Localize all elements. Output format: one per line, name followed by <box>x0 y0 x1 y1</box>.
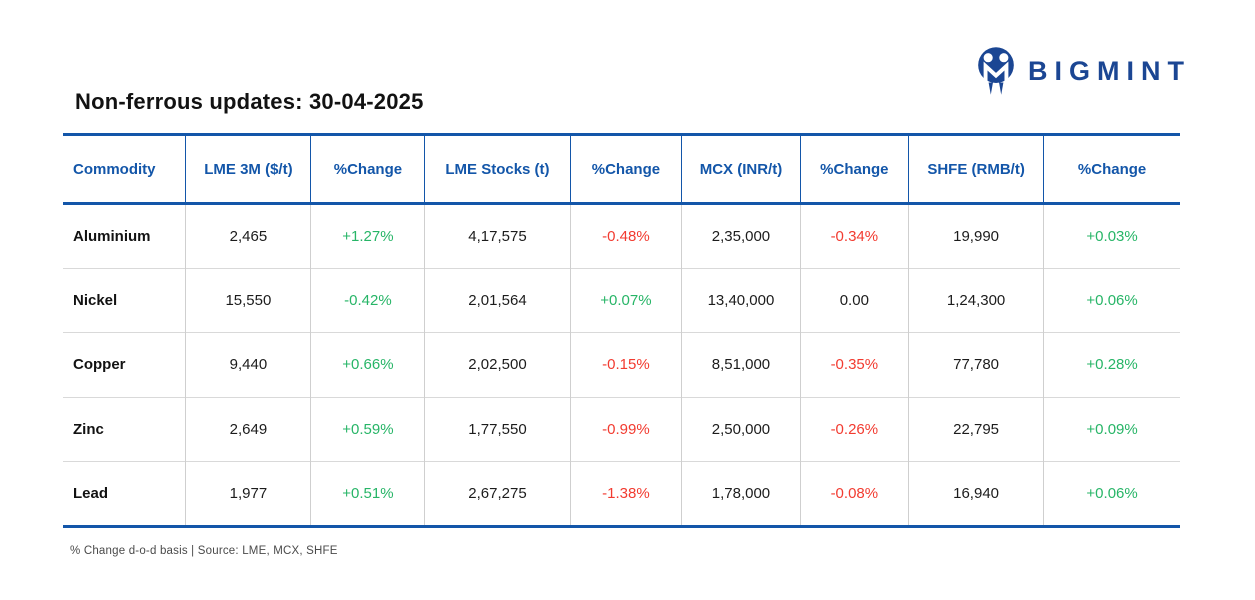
change-cell: -0.15% <box>569 332 682 397</box>
change-cell: -0.42% <box>310 267 425 333</box>
change-cell: -0.08% <box>799 461 909 526</box>
change-cell: -0.26% <box>799 396 909 462</box>
commodity-table: Commodity LME 3M ($/t) %Change LME Stock… <box>63 133 1180 528</box>
change-cell: +0.03% <box>1043 203 1180 268</box>
table-cell: 2,50,000 <box>681 396 801 462</box>
table-cell: 2,35,000 <box>681 203 801 268</box>
table-cell: 2,649 <box>185 396 311 462</box>
table-cell: 19,990 <box>907 203 1044 268</box>
header-row: Commodity LME 3M ($/t) %Change LME Stock… <box>63 134 1180 205</box>
table-cell: 13,40,000 <box>681 267 801 333</box>
table-cell: 77,780 <box>907 332 1044 397</box>
change-cell: +0.59% <box>310 396 425 462</box>
table-cell: 22,795 <box>907 396 1044 462</box>
column-header-lme3m-change: %Change <box>310 134 425 205</box>
column-header-lme3m: LME 3M ($/t) <box>185 134 311 205</box>
column-header-shfe-change: %Change <box>1043 134 1180 205</box>
table-cell: 2,67,275 <box>424 461 571 526</box>
column-header-lme-stocks-change: %Change <box>569 134 682 205</box>
table-cell: 4,17,575 <box>424 203 571 268</box>
change-cell: +0.06% <box>1043 461 1180 526</box>
column-header-mcx-change: %Change <box>799 134 909 205</box>
column-header-commodity: Commodity <box>63 134 186 205</box>
column-header-mcx: MCX (INR/t) <box>681 134 801 205</box>
commodity-name: Zinc <box>63 396 186 462</box>
table-cell: 15,550 <box>185 267 311 333</box>
table-row-nickel: Nickel 15,550 -0.42% 2,01,564 +0.07% 13,… <box>63 267 1180 333</box>
column-header-shfe: SHFE (RMB/t) <box>907 134 1044 205</box>
commodity-name: Lead <box>63 461 186 526</box>
table-cell: 8,51,000 <box>681 332 801 397</box>
table-cell: 1,977 <box>185 461 311 526</box>
change-cell: +0.06% <box>1043 267 1180 333</box>
change-cell: -0.35% <box>799 332 909 397</box>
table-cell: 2,01,564 <box>424 267 571 333</box>
table-cell: 9,440 <box>185 332 311 397</box>
table-row-lead: Lead 1,977 +0.51% 2,67,275 -1.38% 1,78,0… <box>63 461 1180 526</box>
change-cell: +0.28% <box>1043 332 1180 397</box>
table-cell: 1,78,000 <box>681 461 801 526</box>
commodity-name: Nickel <box>63 267 186 333</box>
table-cell: 2,465 <box>185 203 311 268</box>
column-header-lme-stocks: LME Stocks (t) <box>424 134 571 205</box>
change-cell: 0.00 <box>799 267 909 333</box>
commodity-name: Aluminium <box>63 203 186 268</box>
brand-name: BIGMINT <box>1028 55 1191 86</box>
page-title: Non-ferrous updates: 30-04-2025 <box>75 89 424 114</box>
table-row-aluminium: Aluminium 2,465 +1.27% 4,17,575 -0.48% 2… <box>63 203 1180 268</box>
table-row-copper: Copper 9,440 +0.66% 2,02,500 -0.15% 8,51… <box>63 332 1180 397</box>
change-cell: -0.34% <box>799 203 909 268</box>
bigmint-logo-icon <box>978 47 1014 95</box>
table-cell: 16,940 <box>907 461 1044 526</box>
change-cell: +0.09% <box>1043 396 1180 462</box>
change-cell: +0.07% <box>569 267 682 333</box>
table-cell: 2,02,500 <box>424 332 571 397</box>
change-cell: -0.99% <box>569 396 682 462</box>
change-cell: -0.48% <box>569 203 682 268</box>
change-cell: +0.66% <box>310 332 425 397</box>
change-cell: -1.38% <box>569 461 682 526</box>
table-row-zinc: Zinc 2,649 +0.59% 1,77,550 -0.99% 2,50,0… <box>63 396 1180 462</box>
footnote: % Change d-o-d basis | Source: LME, MCX,… <box>70 545 338 557</box>
commodity-name: Copper <box>63 332 186 397</box>
change-cell: +0.51% <box>310 461 425 526</box>
table-cell: 1,77,550 <box>424 396 571 462</box>
bigmint-logo: BIGMINT <box>974 46 1191 96</box>
table-cell: 1,24,300 <box>907 267 1044 333</box>
change-cell: +1.27% <box>310 203 425 268</box>
